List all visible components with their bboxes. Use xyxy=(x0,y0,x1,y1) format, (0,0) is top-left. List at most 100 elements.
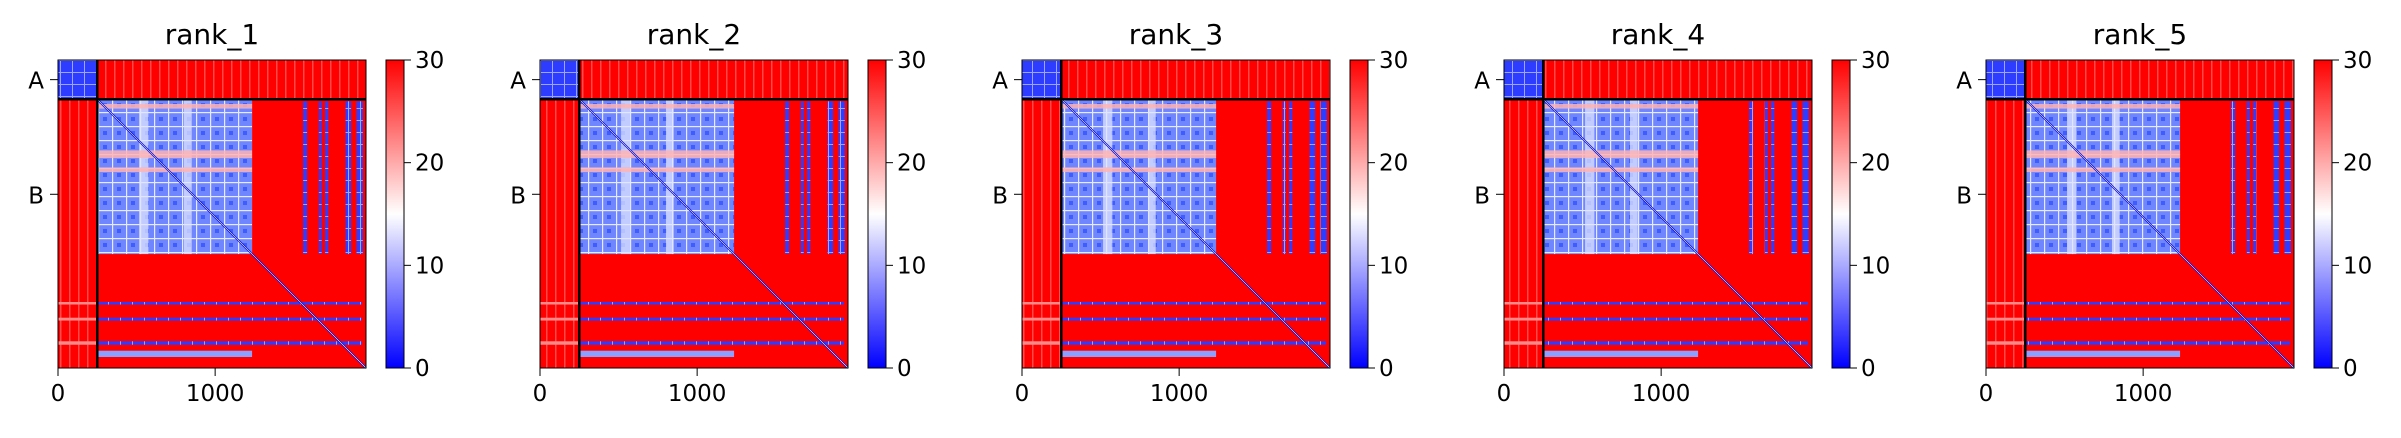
chain-label-b: B xyxy=(1474,183,1490,209)
x-tick-label-0: 0 xyxy=(1979,381,1994,407)
heatmap-strip-v-1 xyxy=(1282,101,1286,255)
heatmap-strip-v-2 xyxy=(2253,101,2257,255)
chain-label-b: B xyxy=(992,183,1008,209)
heatmap-band-v-1 xyxy=(1147,99,1156,255)
x-tick-label-0: 0 xyxy=(1497,381,1512,407)
chain-label-b: B xyxy=(28,183,44,209)
heatmap-strip-bottom xyxy=(1543,350,1699,357)
heatmap-band-h-2 xyxy=(1543,167,1699,173)
heatmap-strip-v-2 xyxy=(1771,101,1775,255)
heatmap-block-a xyxy=(1022,60,1062,100)
heatmap-band-v-1 xyxy=(665,99,674,255)
heatmap-band-v-0 xyxy=(1103,99,1113,255)
heatmap-band-h-0 xyxy=(1543,103,1699,109)
heatmap-strip-h-left-2 xyxy=(540,341,580,345)
chain-label-a: A xyxy=(28,69,44,95)
heatmap-strip-v-1 xyxy=(1764,101,1768,255)
heatmap-strip-v-0 xyxy=(1749,101,1754,255)
colorbar-tick-label-1: 10 xyxy=(1379,253,1408,279)
heatmap-band-h-2 xyxy=(579,167,735,173)
heatmap-strip-v-0 xyxy=(2231,101,2236,255)
heatmap-strip-h-2 xyxy=(1061,341,1326,345)
heatmap-block-a xyxy=(58,60,98,100)
heatmap-panel-1: rank_1 A B 0 1000 0 10 20 30 xyxy=(28,18,444,407)
heatmap-region-b-a xyxy=(579,60,848,100)
panel-title: rank_1 xyxy=(165,18,259,51)
heatmap-band-h-0 xyxy=(97,103,253,109)
chain-label-b: B xyxy=(510,183,526,209)
colorbar-tick-label-3: 30 xyxy=(1379,48,1408,74)
heatmap-strip-h-2 xyxy=(579,341,844,345)
heatmap-band-h-1 xyxy=(579,150,735,159)
colorbar-tick-label-2: 20 xyxy=(897,151,926,177)
colorbar-tick-label-3: 30 xyxy=(2343,48,2372,74)
heatmap-region-b-a xyxy=(1061,60,1330,100)
chain-label-a: A xyxy=(510,69,526,95)
colorbar-tick-label-2: 20 xyxy=(2343,151,2372,177)
x-tick-label-0: 0 xyxy=(51,381,66,407)
colorbar-tick-label-3: 30 xyxy=(1861,48,1890,74)
heatmap-band-h-1 xyxy=(2025,150,2181,159)
heatmap-region-a-b xyxy=(1986,99,2026,369)
heatmap-strip-h-1 xyxy=(1061,317,1326,321)
heatmap-strip-v-3 xyxy=(345,101,352,255)
heatmap-strip-h-1 xyxy=(1543,317,1808,321)
colorbar xyxy=(1831,59,1851,369)
heatmap-frame xyxy=(1985,59,2295,369)
x-tick-label-0: 0 xyxy=(533,381,548,407)
heatmap-strip-v-2 xyxy=(325,101,329,255)
heatmap-strip-h-0 xyxy=(579,302,844,305)
heatmap-strip-v-0 xyxy=(1267,101,1272,255)
colorbar xyxy=(2313,59,2333,369)
colorbar xyxy=(385,59,405,369)
heatmap-strip-h-left-0 xyxy=(540,302,580,305)
heatmap-strip-h-left-2 xyxy=(58,341,98,345)
colorbar-tick-label-0: 0 xyxy=(415,356,430,382)
heatmap-strip-v-0 xyxy=(785,101,790,255)
heatmap-strip-bottom xyxy=(1061,350,1217,357)
colorbar-tick-label-1: 10 xyxy=(415,253,444,279)
colorbar-tick-label-1: 10 xyxy=(1861,253,1890,279)
heatmap-strip-v-0 xyxy=(303,101,308,255)
heatmap-strip-v-3 xyxy=(1791,101,1798,255)
heatmap-strip-h-1 xyxy=(2025,317,2290,321)
x-tick-label-1: 1000 xyxy=(1150,381,1209,407)
heatmap-strip-h-0 xyxy=(1543,302,1808,305)
colorbar-tick-label-2: 20 xyxy=(1379,151,1408,177)
heatmap-strip-h-0 xyxy=(1061,302,1326,305)
panel-title: rank_3 xyxy=(1129,18,1223,51)
heatmap-strip-h-left-1 xyxy=(1986,317,2026,321)
heatmap-strip-v-2 xyxy=(807,101,811,255)
panel-title: rank_5 xyxy=(2093,18,2187,51)
heatmap-frame xyxy=(1021,59,1331,369)
heatmap-strip-h-left-1 xyxy=(58,317,98,321)
heatmap-strip-h-left-0 xyxy=(1022,302,1062,305)
colorbar-tick-label-0: 0 xyxy=(1861,356,1876,382)
heatmap-strip-v-1 xyxy=(318,101,322,255)
heatmap-strip-bottom xyxy=(2025,350,2181,357)
heatmap-band-h-2 xyxy=(1061,167,1217,173)
heatmap-block-a xyxy=(1986,60,2026,100)
heatmap-strip-v-3 xyxy=(1309,101,1316,255)
heatmap-panel-3: rank_3 A B 0 1000 0 10 20 30 xyxy=(992,18,1408,407)
heatmap-diagonal-highlight xyxy=(97,99,367,369)
heatmap-strip-h-0 xyxy=(97,302,363,305)
heatmap-panel-4: rank_4 A B 0 1000 0 10 20 30 xyxy=(1474,18,1890,407)
heatmap-band-v-0 xyxy=(1585,99,1595,255)
heatmap-strip-h-left-2 xyxy=(1022,341,1062,345)
x-tick-label-1: 1000 xyxy=(186,381,245,407)
heatmap-frame xyxy=(1503,59,1813,369)
panel-title: rank_2 xyxy=(647,18,741,51)
heatmap-region-b-a xyxy=(1543,60,1812,100)
heatmap-strip-h-left-0 xyxy=(58,302,98,305)
heatmap-band-v-1 xyxy=(1629,99,1638,255)
heatmap-band-v-1 xyxy=(183,99,192,255)
heatmap-strip-h-0 xyxy=(2025,302,2290,305)
heatmap-band-h-0 xyxy=(579,103,735,109)
heatmap-band-h-1 xyxy=(1543,150,1699,159)
heatmap-region-b-a xyxy=(2025,60,2294,100)
heatmap-strip-h-left-1 xyxy=(1504,317,1544,321)
heatmap-band-h-1 xyxy=(97,150,253,159)
colorbar-tick-label-3: 30 xyxy=(415,48,444,74)
heatmap-strip-h-2 xyxy=(1543,341,1808,345)
